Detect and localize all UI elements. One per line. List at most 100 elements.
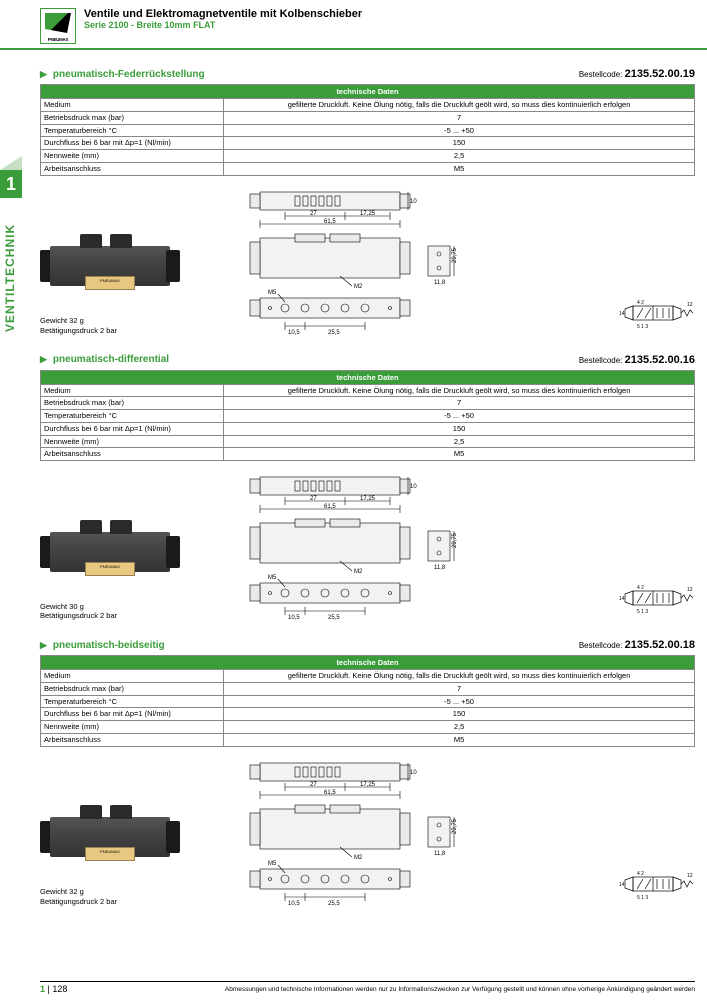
svg-text:4 2: 4 2	[637, 300, 644, 306]
svg-text:27: 27	[310, 782, 317, 788]
svg-text:10: 10	[410, 484, 417, 490]
drawings-column: 27 17,25 61,5 10 M2 29,75 11,8	[240, 757, 595, 907]
spec-table: technische Daten Medium gefilterte Druck…	[40, 655, 695, 747]
svg-text:29,75: 29,75	[452, 532, 458, 548]
header-text: Ventile und Elektromagnetventile mit Kol…	[84, 8, 362, 30]
order-code: Bestellcode: 2135.52.00.18	[579, 639, 695, 651]
header-subtitle: Serie 2100 - Breite 10mm FLAT	[84, 20, 362, 30]
spec-value: M5	[224, 733, 695, 746]
svg-text:27: 27	[310, 496, 317, 502]
page-footer: 1 | 128 Abmessungen und technische Infor…	[40, 981, 695, 994]
pneumatic-symbol: 14 12 4 2 5 1 3	[615, 865, 695, 905]
section-title: pneumatisch-Federrückstellung	[40, 69, 205, 80]
spec-table-header: technische Daten	[41, 656, 695, 670]
svg-text:M2: M2	[354, 284, 363, 290]
spec-table-header: technische Daten	[41, 85, 695, 99]
section-title: pneumatisch-differential	[40, 354, 169, 365]
order-code: Bestellcode: 2135.52.00.16	[579, 354, 695, 366]
spec-value: 2,5	[224, 721, 695, 734]
spec-row: Medium gefilterte Druckluft. Keine Ölung…	[41, 384, 695, 397]
spec-value: gefilterte Druckluft. Keine Ölung nötig,…	[224, 670, 695, 683]
svg-text:17,25: 17,25	[360, 496, 376, 502]
svg-text:14: 14	[619, 311, 625, 317]
technical-drawing: 27 17,25 61,5 10 M2 29,75 11,8	[240, 186, 470, 336]
spec-key: Temperaturbereich °C	[41, 410, 224, 423]
product-section: pneumatisch-differential Bestellcode: 213…	[40, 354, 695, 622]
logo-icon	[40, 8, 76, 44]
photo-column: PNEUMAX Gewicht 30 g Betätigungsdruck 2 …	[40, 514, 220, 622]
spec-row: Betriebsdruck max (bar) 7	[41, 111, 695, 124]
svg-text:10: 10	[410, 199, 417, 205]
pressure-caption: Betätigungsdruck 2 bar	[40, 611, 220, 621]
svg-text:12: 12	[687, 587, 693, 593]
spec-key: Durchfluss bei 6 bar mit Δp=1 (Nl/min)	[41, 137, 224, 150]
spec-key: Medium	[41, 384, 224, 397]
weight-caption: Gewicht 32 g	[40, 316, 220, 326]
spec-value: 7	[224, 111, 695, 124]
spec-key: Arbeitsanschluss	[41, 162, 224, 175]
svg-text:14: 14	[619, 882, 625, 888]
header-title: Ventile und Elektromagnetventile mit Kol…	[84, 8, 362, 20]
spec-value: M5	[224, 162, 695, 175]
spec-table: technische Daten Medium gefilterte Druck…	[40, 370, 695, 462]
order-code: Bestellcode: 2135.52.00.19	[579, 68, 695, 80]
product-photo: PNEUMAX	[40, 799, 180, 879]
side-label: VENTILTECHNIK	[0, 198, 20, 338]
spec-table-header: technische Daten	[41, 370, 695, 384]
spec-key: Arbeitsanschluss	[41, 448, 224, 461]
spec-value: -5 ... +50	[224, 410, 695, 423]
spec-row: Durchfluss bei 6 bar mit Δp=1 (Nl/min) 1…	[41, 708, 695, 721]
svg-text:M2: M2	[354, 569, 363, 575]
spec-key: Betriebsdruck max (bar)	[41, 397, 224, 410]
spec-row: Temperaturbereich °C -5 ... +50	[41, 410, 695, 423]
svg-text:29,75: 29,75	[452, 247, 458, 263]
svg-text:4 2: 4 2	[637, 585, 644, 591]
spec-value: gefilterte Druckluft. Keine Ölung nötig,…	[224, 384, 695, 397]
spec-row: Temperaturbereich °C -5 ... +50	[41, 124, 695, 137]
spec-value: gefilterte Druckluft. Keine Ölung nötig,…	[224, 99, 695, 112]
photo-column: PNEUMAX Gewicht 32 g Betätigungsdruck 2 …	[40, 799, 220, 907]
spec-key: Betriebsdruck max (bar)	[41, 682, 224, 695]
technical-drawing: 27 17,25 61,5 10 M2 29,75 11,8	[240, 471, 470, 621]
pressure-caption: Betätigungsdruck 2 bar	[40, 326, 220, 336]
figure-row: PNEUMAX Gewicht 32 g Betätigungsdruck 2 …	[40, 757, 695, 907]
spec-table: technische Daten Medium gefilterte Druck…	[40, 84, 695, 176]
weight-caption: Gewicht 32 g	[40, 887, 220, 897]
spec-row: Arbeitsanschluss M5	[41, 448, 695, 461]
svg-text:14: 14	[619, 596, 625, 602]
spec-row: Nennweite (mm) 2,5	[41, 721, 695, 734]
svg-text:11,8: 11,8	[434, 565, 446, 571]
section-header: pneumatisch-Federrückstellung Bestellcode…	[40, 68, 695, 80]
spec-row: Betriebsdruck max (bar) 7	[41, 397, 695, 410]
spec-key: Medium	[41, 670, 224, 683]
page-header: Ventile und Elektromagnetventile mit Kol…	[0, 0, 707, 50]
spec-key: Nennweite (mm)	[41, 150, 224, 163]
spec-row: Arbeitsanschluss M5	[41, 733, 695, 746]
product-section: pneumatisch-beidseitigBestellcode: 2135.…	[40, 639, 695, 907]
page-number: 1 | 128	[40, 984, 67, 994]
svg-text:10,5: 10,5	[288, 615, 300, 621]
spec-value: 2,5	[224, 150, 695, 163]
spec-row: Medium gefilterte Druckluft. Keine Ölung…	[41, 670, 695, 683]
spec-value: -5 ... +50	[224, 695, 695, 708]
product-photo: PNEUMAX	[40, 514, 180, 594]
product-photo: PNEUMAX	[40, 228, 180, 308]
svg-text:M2: M2	[354, 855, 363, 861]
spec-row: Durchfluss bei 6 bar mit Δp=1 (Nl/min) 1…	[41, 422, 695, 435]
spec-row: Durchfluss bei 6 bar mit Δp=1 (Nl/min) 1…	[41, 137, 695, 150]
svg-text:M5: M5	[268, 575, 277, 581]
svg-text:61,5: 61,5	[324, 790, 336, 796]
svg-text:10,5: 10,5	[288, 330, 300, 336]
photo-column: PNEUMAX Gewicht 32 g Betätigungsdruck 2 …	[40, 228, 220, 336]
section-header: pneumatisch-beidseitigBestellcode: 2135.…	[40, 639, 695, 651]
spec-row: Temperaturbereich °C -5 ... +50	[41, 695, 695, 708]
drawings-column: 27 17,25 61,5 10 M2 29,75 11,8	[240, 186, 595, 336]
spec-key: Arbeitsanschluss	[41, 733, 224, 746]
figure-row: PNEUMAX Gewicht 32 g Betätigungsdruck 2 …	[40, 186, 695, 336]
spec-key: Durchfluss bei 6 bar mit Δp=1 (Nl/min)	[41, 422, 224, 435]
spec-row: Nennweite (mm) 2,5	[41, 435, 695, 448]
spec-key: Temperaturbereich °C	[41, 695, 224, 708]
pressure-caption: Betätigungsdruck 2 bar	[40, 897, 220, 907]
svg-text:5 1 3: 5 1 3	[637, 609, 648, 615]
spec-key: Betriebsdruck max (bar)	[41, 111, 224, 124]
